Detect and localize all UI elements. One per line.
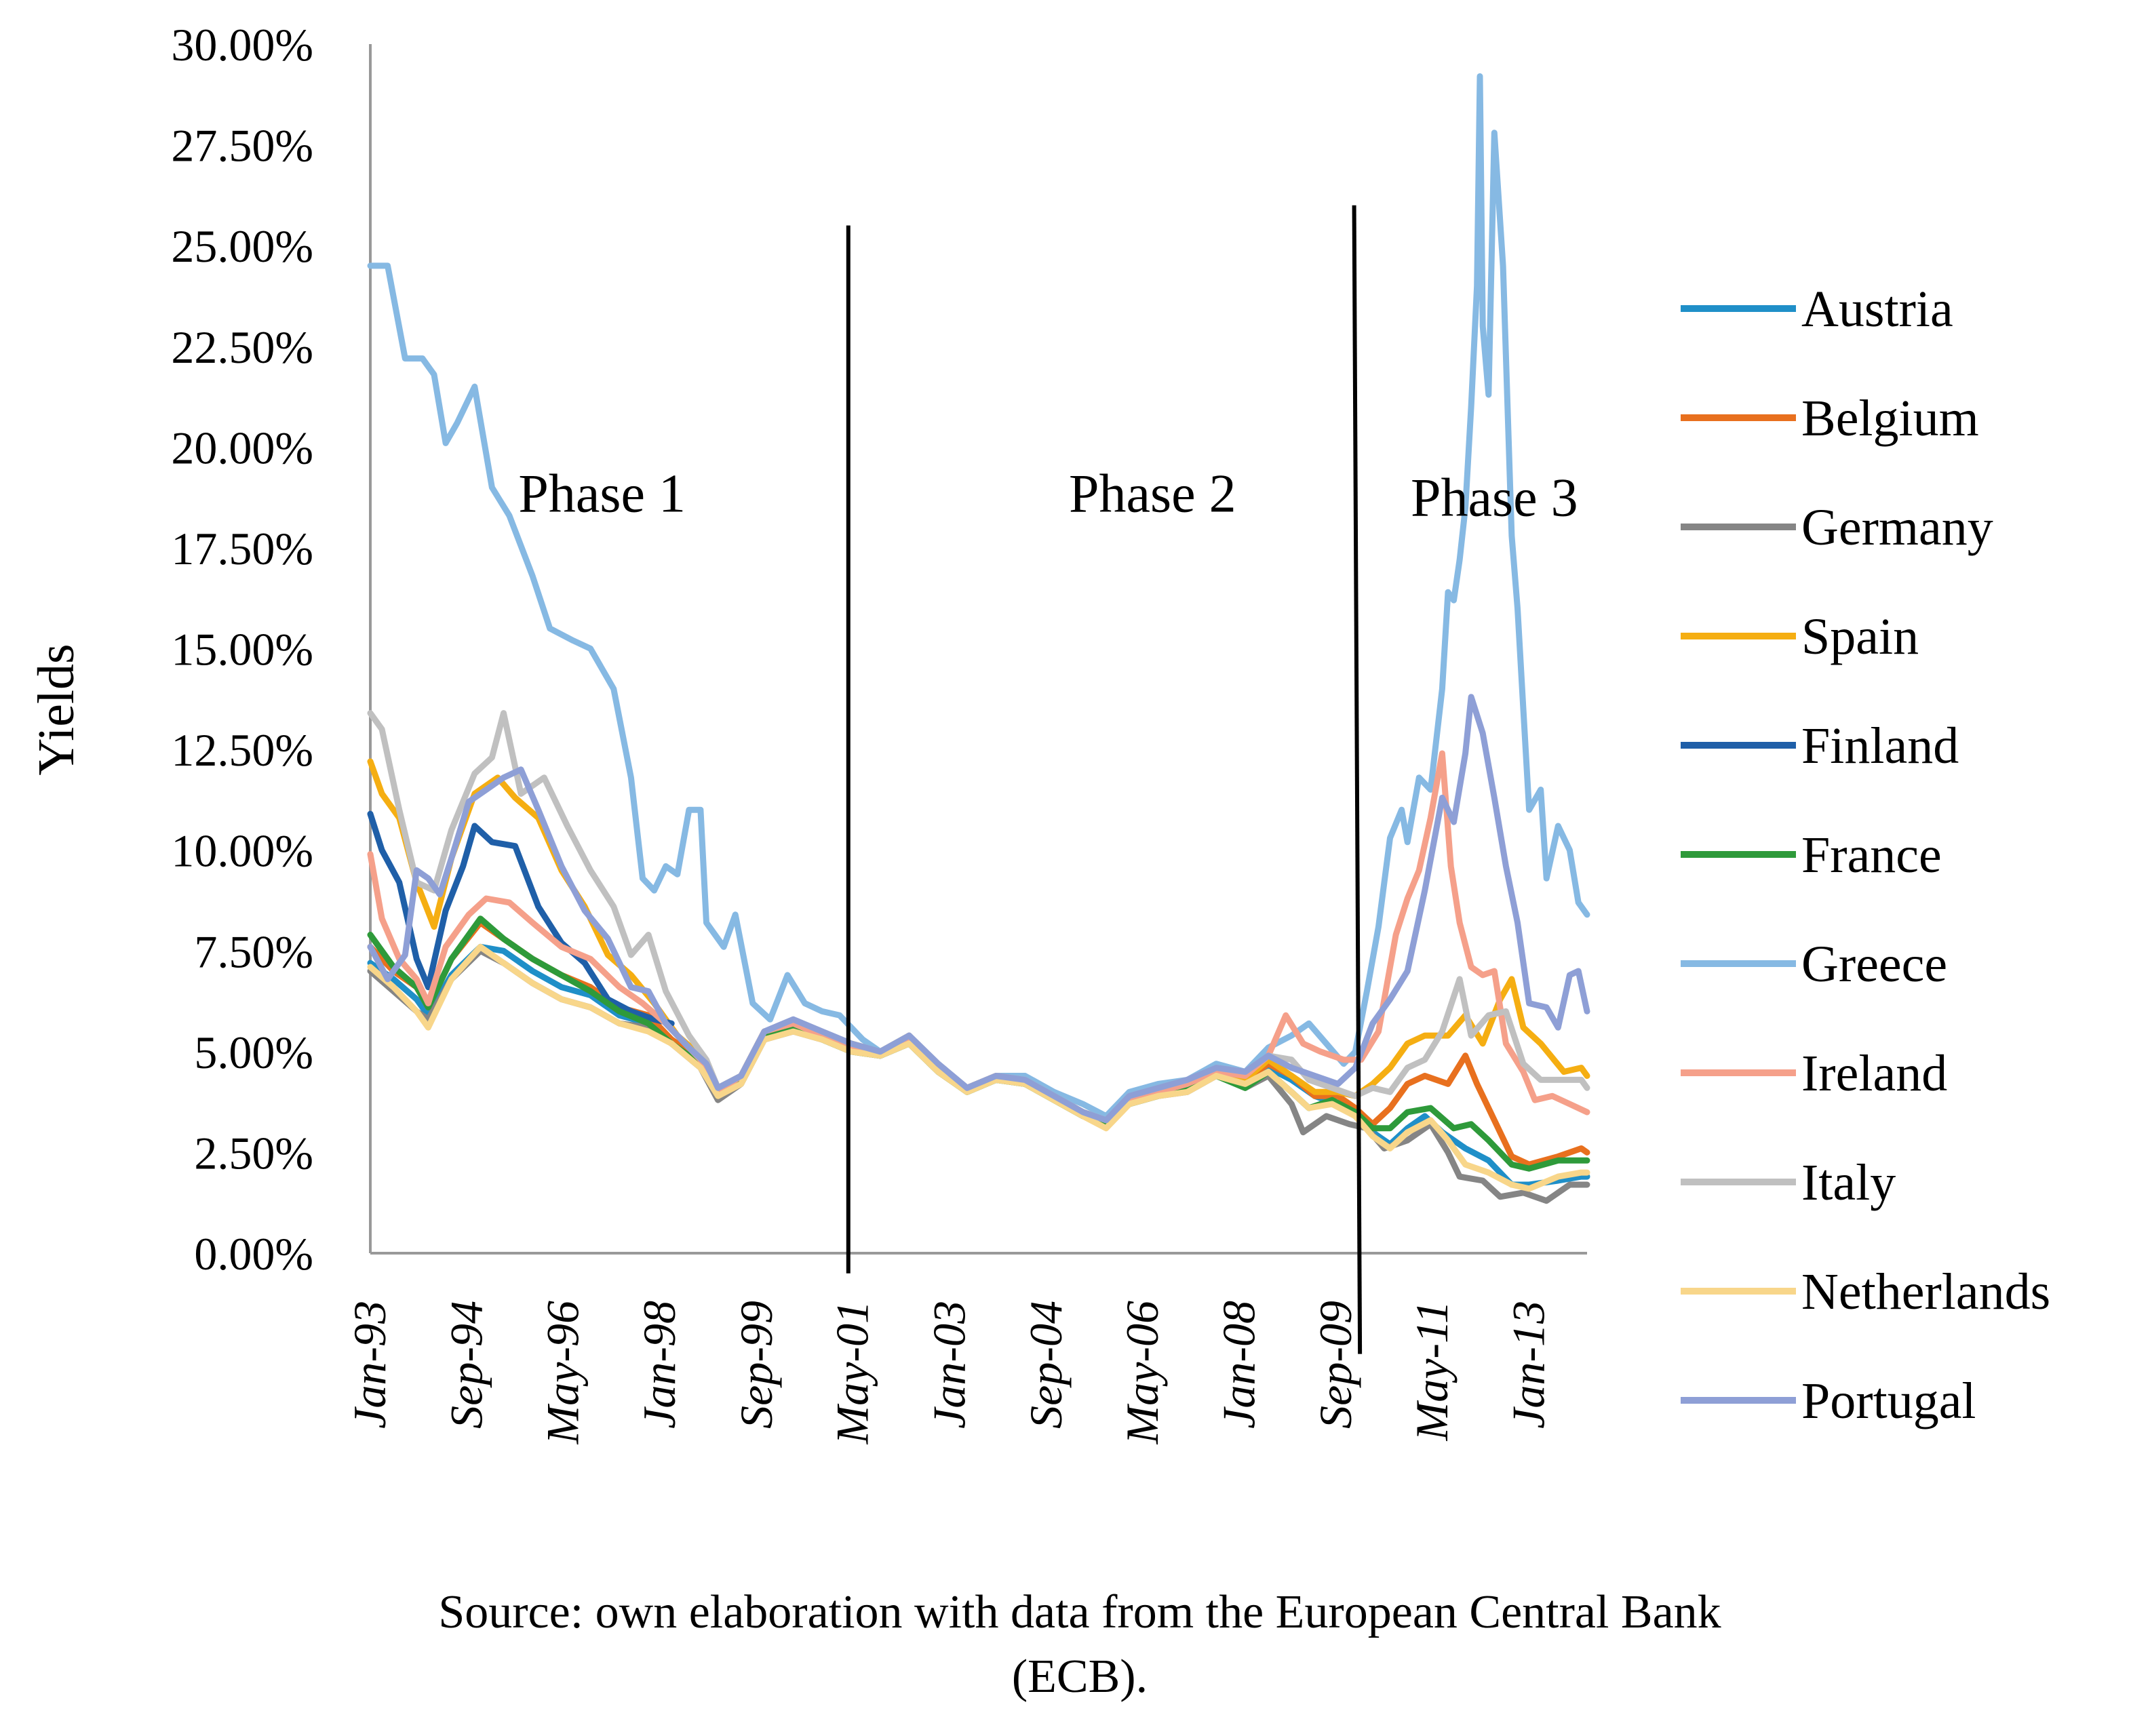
y-tick-label: 2.50%: [194, 1127, 313, 1179]
legend-label-finland: Finland: [1801, 717, 1959, 774]
x-tick-label: May-11: [1406, 1301, 1458, 1441]
legend-label-ireland: Ireland: [1801, 1045, 1947, 1102]
y-tick-label: 25.00%: [171, 220, 313, 272]
legend-label-belgium: Belgium: [1801, 390, 1979, 447]
y-tick-label: 10.00%: [171, 825, 313, 877]
y-tick-label: 27.50%: [171, 120, 313, 172]
legend-label-france: France: [1801, 827, 1942, 884]
phase-label-1: Phase 1: [518, 464, 686, 524]
phase-label-3: Phase 3: [1411, 468, 1578, 528]
x-tick-label: May-96: [536, 1301, 588, 1444]
series-lines: [367, 73, 1590, 1204]
series-line-netherlands: [367, 943, 1590, 1192]
series-line-portugal: [367, 694, 1590, 1124]
y-tick-label: 5.00%: [194, 1027, 313, 1078]
phase-divider-line: [1352, 205, 1363, 1354]
source-caption: Source: own elaboration with data from t…: [438, 1586, 1721, 1703]
series-line-ireland: [367, 750, 1590, 1124]
y-tick-label: 0.00%: [194, 1228, 313, 1280]
x-tick-label: May-06: [1116, 1301, 1168, 1444]
x-axis-ticks: Jan-93 Sep-94 May-96 Jan-98 Sep-99 May-01 Jan-…: [344, 1301, 1555, 1444]
legend-label-portugal: Portugal: [1801, 1373, 1976, 1429]
y-tick-label: 17.50%: [171, 523, 313, 574]
series-line-austria: [367, 943, 1590, 1188]
y-tick-label: 15.00%: [171, 624, 313, 675]
x-tick-label: May-01: [827, 1301, 878, 1444]
y-tick-label: 22.50%: [171, 321, 313, 373]
x-tick-label: Sep-09: [1310, 1301, 1361, 1429]
phase-dividers: [846, 205, 1363, 1354]
legend-label-italy: Italy: [1801, 1154, 1896, 1211]
y-axis-label: Yields: [28, 644, 85, 775]
phase-labels: Phase 1 Phase 2 Phase 3: [518, 464, 1578, 528]
x-tick-label: Jan-03: [923, 1301, 975, 1429]
axes: [369, 44, 1587, 1255]
y-axis-ticks: 0.00% 2.50% 5.00% 7.50% 10.00% 12.50% 15.00% 17…: [171, 19, 313, 1280]
phase-label-2: Phase 2: [1069, 464, 1236, 524]
x-tick-label: Jan-13: [1503, 1301, 1555, 1429]
legend-label-germany: Germany: [1801, 499, 1993, 556]
caption-line: Source: own elaboration with data from t…: [438, 1586, 1721, 1638]
y-tick-label: 7.50%: [194, 926, 313, 977]
legend-label-greece: Greece: [1801, 936, 1947, 993]
x-tick-label: Jan-98: [633, 1301, 685, 1429]
legend: Austria Belgium Germany Spain Finland France G…: [1681, 281, 2050, 1429]
legend-label-spain: Spain: [1801, 608, 1919, 665]
series-line-greece: [367, 73, 1590, 1120]
x-tick-label: Jan-93: [344, 1301, 395, 1429]
caption-line: (ECB).: [1012, 1651, 1148, 1703]
x-tick-label: Jan-08: [1213, 1301, 1264, 1429]
y-tick-label: 12.50%: [171, 724, 313, 776]
x-tick-label: Sep-94: [441, 1301, 492, 1429]
y-tick-label: 20.00%: [171, 422, 313, 473]
x-tick-label: Sep-04: [1020, 1301, 1072, 1429]
y-tick-label: 30.00%: [171, 19, 313, 71]
legend-label-netherlands: Netherlands: [1801, 1263, 2050, 1320]
x-tick-label: Sep-99: [730, 1301, 782, 1429]
legend-label-austria: Austria: [1801, 281, 1953, 338]
